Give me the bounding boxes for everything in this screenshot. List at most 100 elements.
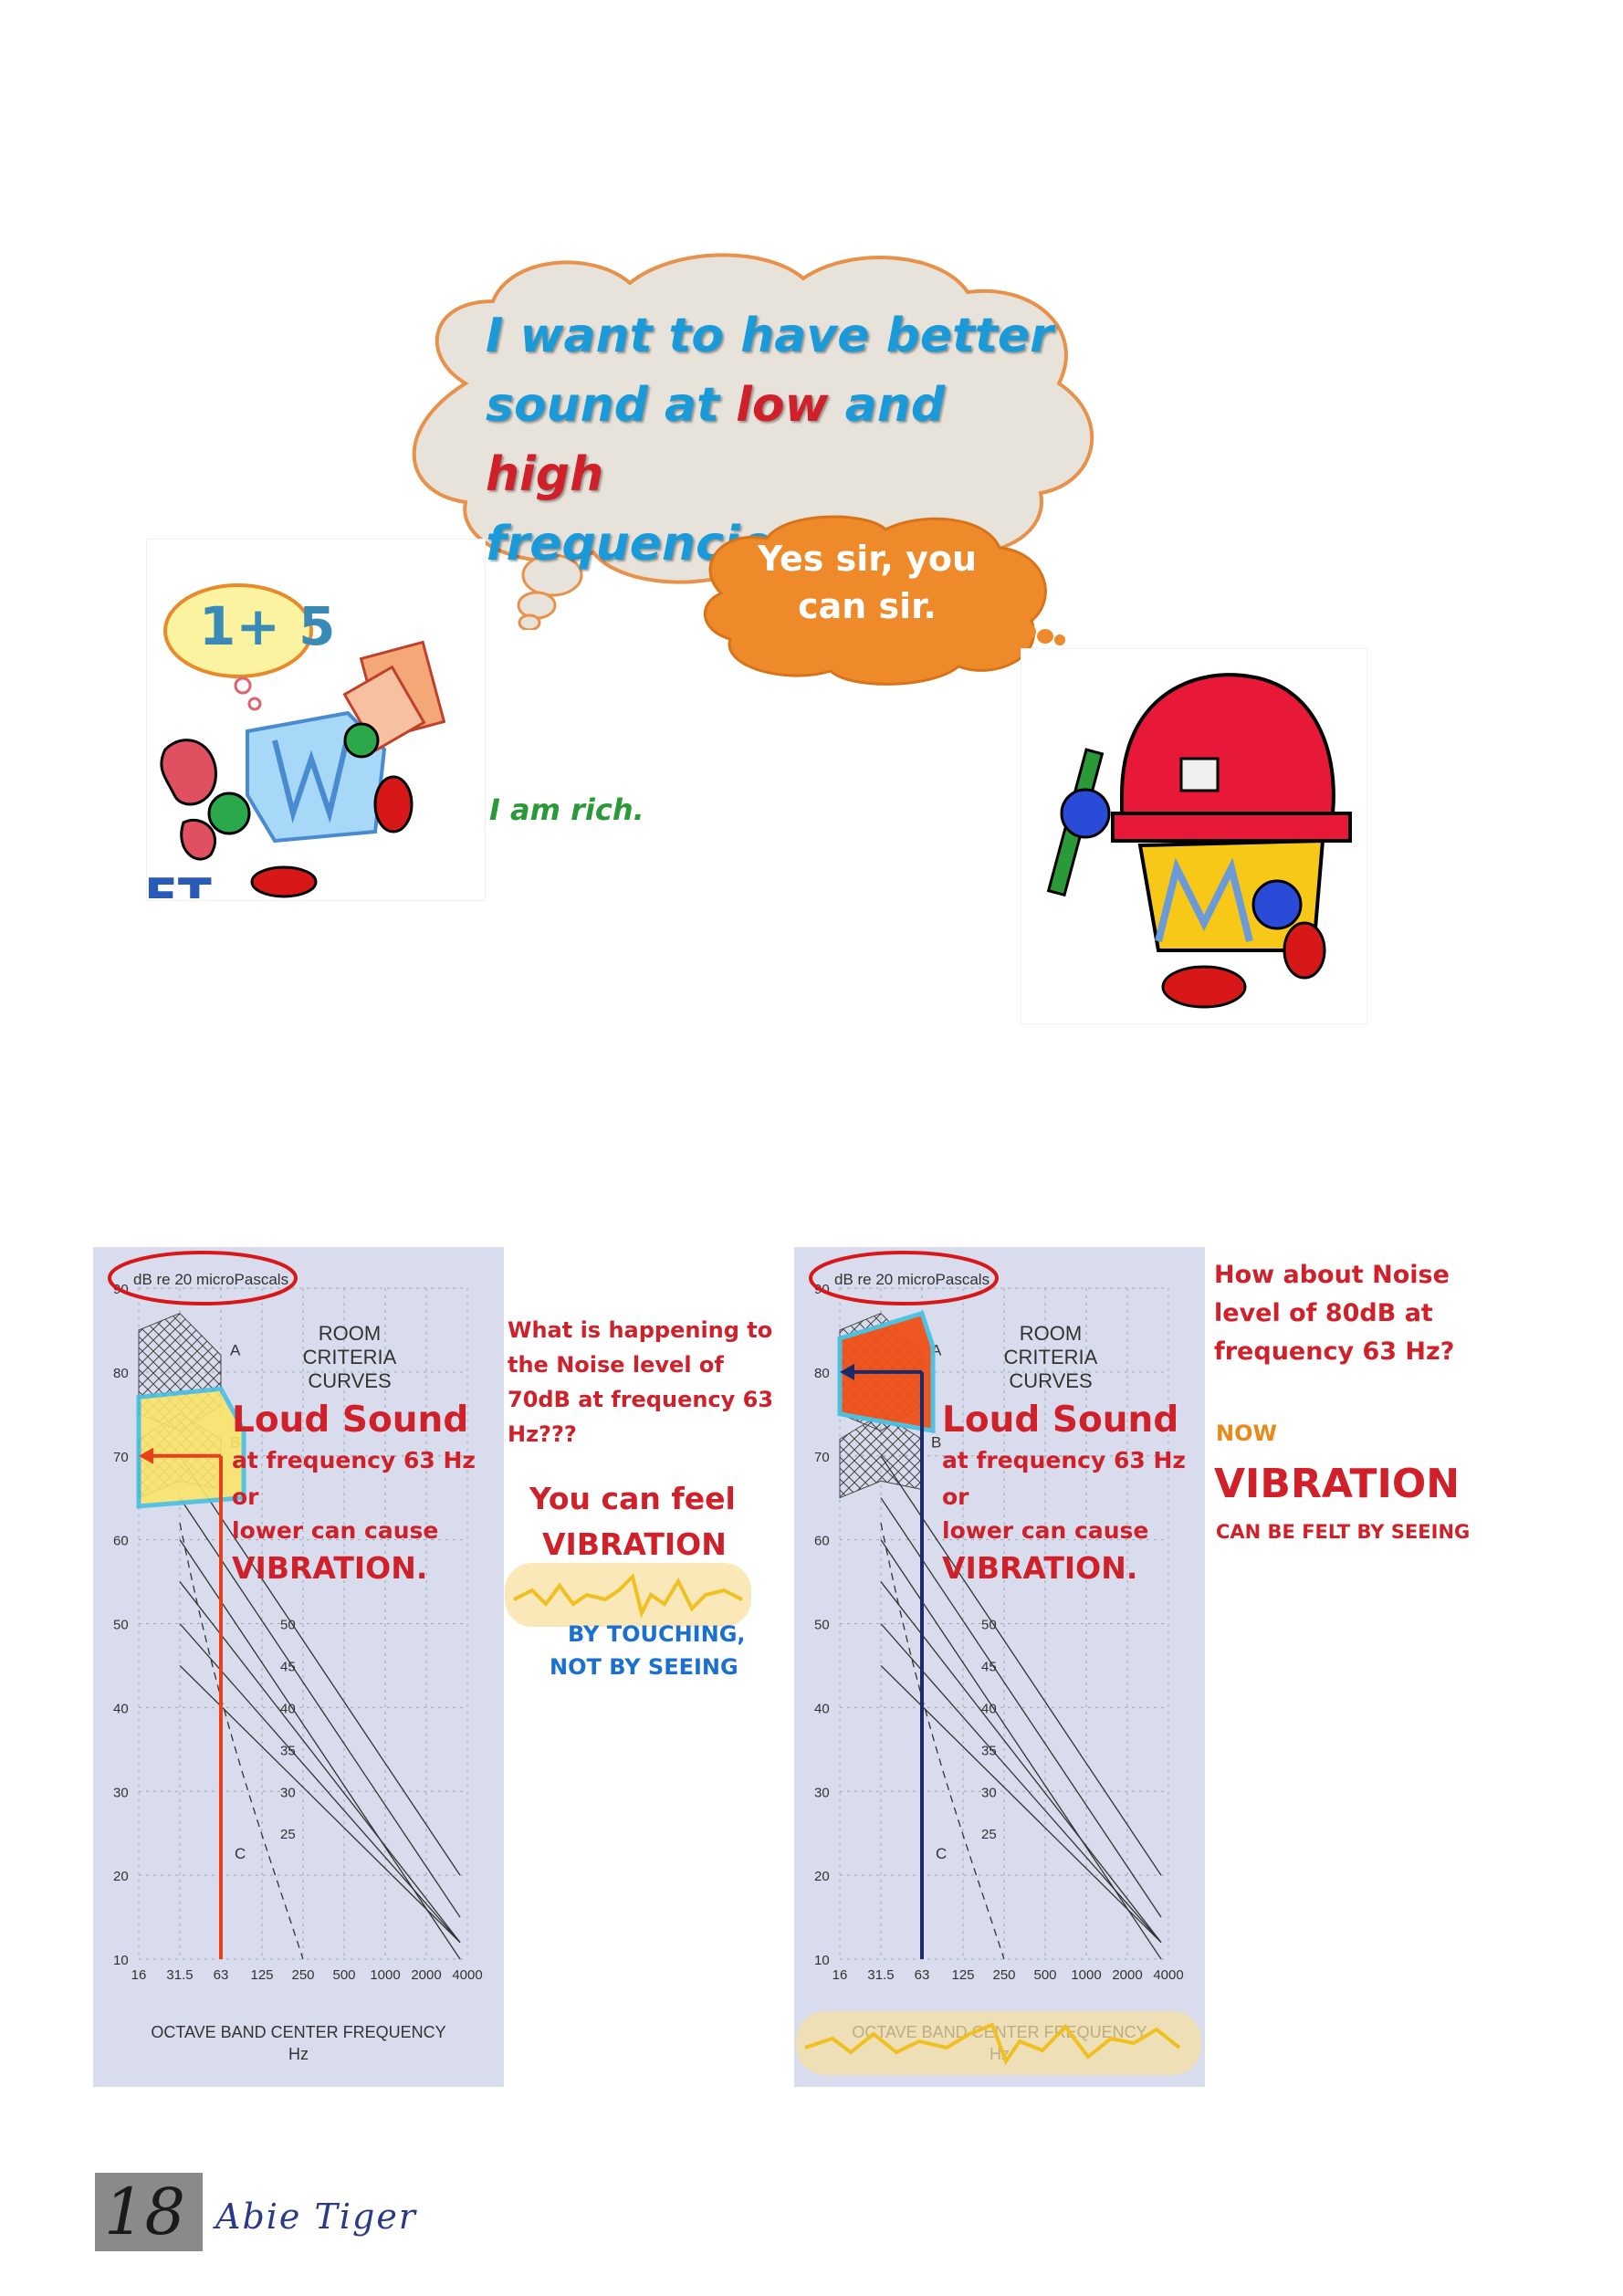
page-number: 18 <box>104 2175 186 2249</box>
c1-rc-label-40: 40 <box>280 1701 296 1716</box>
author-name: Abie Tiger <box>215 2196 417 2237</box>
cloud-line-2: sound at low and high <box>486 378 946 502</box>
vibration-wave-icon-2 <box>796 2011 1201 2075</box>
middle-not-seeing: NOT BY SEEING <box>550 1654 738 1680</box>
c1-ytick-60: 60 <box>113 1534 129 1549</box>
c2-xtick-8: 4000 <box>1153 1967 1183 1983</box>
c2-ytick-60: 60 <box>814 1534 830 1549</box>
c1-rc-curve-45 <box>179 1497 461 1918</box>
c2-highlight-arrowhead <box>840 1363 854 1380</box>
c2-rc-label-35: 35 <box>981 1743 997 1758</box>
c2-ytick-30: 30 <box>814 1785 830 1800</box>
rich-character-image <box>146 539 486 901</box>
chart2-unit-label: dB re 20 microPascals <box>834 1271 990 1288</box>
chart1-callout-line2: lower can cause <box>232 1517 439 1544</box>
c2-rc-label-40: 40 <box>981 1701 997 1716</box>
c2-ytick-50: 50 <box>814 1618 830 1633</box>
chart2-title: ROOM CRITERIA CURVES <box>1003 1322 1098 1392</box>
vibration-wave-icon <box>505 1563 751 1627</box>
c1-highlight-arrowhead <box>139 1447 153 1464</box>
middle-vibration: VIBRATION <box>542 1526 727 1562</box>
c1-rc-curve-30 <box>179 1623 461 1944</box>
middle-feel: You can feel <box>529 1481 736 1516</box>
c2-xtick-7: 2000 <box>1112 1967 1142 1983</box>
thought-cloud <box>412 253 1094 630</box>
c1-ytick-50: 50 <box>113 1618 129 1633</box>
chart1-callout-line1: at frequency 63 Hz or <box>232 1447 476 1510</box>
chart1-title: ROOM CRITERIA CURVES <box>302 1322 397 1392</box>
right-felt: CAN BE FELT BY SEEING <box>1216 1521 1471 1543</box>
c2-xtick-1: 31.5 <box>867 1967 894 1983</box>
c1-xtick-6: 1000 <box>370 1967 400 1983</box>
c1-xtick-8: 4000 <box>452 1967 482 1983</box>
partial-logo-text: FT <box>144 868 212 898</box>
c2-threshold-curve <box>880 1523 1005 1960</box>
reply-bubble <box>704 515 1047 686</box>
c2-ytick-20: 20 <box>814 1869 830 1884</box>
c1-rc-label-25: 25 <box>280 1827 296 1842</box>
c1-ytick-20: 20 <box>113 1869 129 1884</box>
builder-character-image <box>1021 648 1367 1024</box>
rich-speech: I am rich. <box>489 792 644 827</box>
c1-label-c: C <box>235 1845 246 1862</box>
c2-xtick-2: 63 <box>915 1967 930 1983</box>
c2-label-c: C <box>936 1845 947 1862</box>
reply-bubble-dots <box>1014 623 1065 645</box>
c2-rc-curve-50 <box>880 1455 1162 1876</box>
c1-xtick-2: 63 <box>214 1967 229 1983</box>
c1-highlight-zone <box>136 1386 246 1509</box>
c2-rc-curve-25 <box>880 1664 1162 1944</box>
rich-character-illustration <box>160 583 446 898</box>
c1-unit-ellipse <box>108 1251 298 1305</box>
c1-rc-curve-25 <box>179 1664 461 1944</box>
c1-xtick-1: 31.5 <box>166 1967 193 1983</box>
c1-xtick-0: 16 <box>131 1967 147 1983</box>
c1-ytick-70: 70 <box>113 1450 129 1465</box>
right-vibration: VIBRATION <box>1214 1461 1461 1507</box>
c2-ytick-70: 70 <box>814 1450 830 1465</box>
c2-ytick-80: 80 <box>814 1366 830 1381</box>
c1-ytick-30: 30 <box>113 1785 129 1800</box>
chart1-unit-label: dB re 20 microPascals <box>133 1271 289 1288</box>
c1-ytick-40: 40 <box>113 1701 129 1716</box>
c1-rc-label-35: 35 <box>280 1743 296 1758</box>
c2-label-b: B <box>931 1434 941 1452</box>
middle-touching: BY TOUCHING, <box>568 1621 746 1647</box>
c1-rc-curve-50 <box>179 1455 461 1876</box>
c2-ytick-10: 10 <box>814 1953 830 1968</box>
chart1-xlabel: OCTAVE BAND CENTER FREQUENCY Hz <box>151 2023 446 2063</box>
c1-threshold-curve <box>179 1523 304 1960</box>
c2-rc-curve-35 <box>880 1581 1162 1944</box>
c1-xtick-3: 125 <box>250 1967 273 1983</box>
c1-label-a: A <box>230 1342 241 1359</box>
chart-panel-1: 10 20 30 40 50 60 70 80 90 16 31.5 63 125 250 500 1000 2… <box>93 1247 504 2087</box>
c1-xtick-7: 2000 <box>411 1967 441 1983</box>
right-now: NOW <box>1216 1421 1277 1446</box>
reply-text: Yes sir, you can sir. <box>757 539 978 626</box>
c2-unit-ellipse <box>809 1251 999 1305</box>
chart-panel-2: 10 20 30 40 50 60 70 80 90 16 31.5 63 125 250 500 1000 2… <box>794 1247 1205 2087</box>
cloud-line-1: I want to have better <box>486 309 1053 363</box>
c2-xtick-0: 16 <box>832 1967 848 1983</box>
c1-xtick-5: 500 <box>332 1967 355 1983</box>
chart2-callout-line2: lower can cause <box>942 1517 1149 1544</box>
chart2-callout-line1: at frequency 63 Hz or <box>942 1447 1186 1510</box>
c1-rc-curve-35 <box>179 1581 461 1944</box>
c2-rc-label-45: 45 <box>981 1659 997 1674</box>
c2-xtick-5: 500 <box>1033 1967 1056 1983</box>
right-question: How about Noise level of 80dB at frequen… <box>1214 1261 1455 1366</box>
c2-rc-label-50: 50 <box>981 1618 997 1633</box>
c1-ytick-10: 10 <box>113 1953 129 1968</box>
c1-ytick-80: 80 <box>113 1366 129 1381</box>
c1-rc-label-45: 45 <box>280 1659 296 1674</box>
c1-rc-label-50: 50 <box>280 1618 296 1633</box>
c2-rc-label-30: 30 <box>981 1785 997 1800</box>
chart1-callout-loud: Loud Sound <box>232 1400 469 1441</box>
builder-character-illustration <box>1046 673 1352 1009</box>
c2-xtick-4: 250 <box>992 1967 1015 1983</box>
c2-rc-label-25: 25 <box>981 1827 997 1842</box>
chart2-callout-loud: Loud Sound <box>942 1400 1179 1441</box>
c2-xtick-3: 125 <box>951 1967 974 1983</box>
